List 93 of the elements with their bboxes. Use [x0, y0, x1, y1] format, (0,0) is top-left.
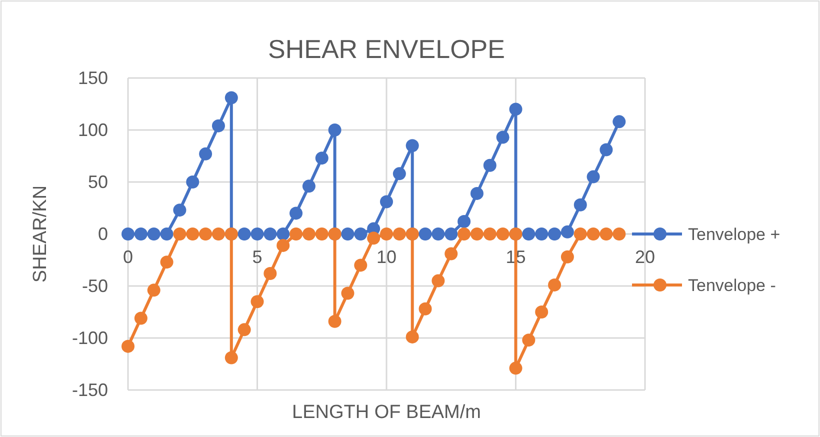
point [418, 228, 432, 240]
point [483, 158, 496, 172]
legend-label: Tenvelope - [688, 276, 776, 295]
point [600, 143, 613, 156]
point [276, 238, 290, 252]
point [548, 228, 562, 240]
point [160, 228, 174, 240]
point [134, 228, 148, 240]
point [302, 228, 316, 240]
point [444, 228, 458, 240]
point [276, 228, 290, 240]
point [574, 198, 587, 212]
point [173, 204, 186, 217]
point [341, 286, 354, 300]
point [509, 102, 522, 116]
y-tick-label: -50 [82, 276, 108, 296]
point [470, 228, 484, 240]
point [354, 228, 368, 240]
point [212, 228, 225, 240]
point [250, 228, 264, 240]
point [160, 256, 174, 269]
point [535, 306, 548, 318]
x-tick-label: 20 [634, 247, 656, 267]
point [224, 91, 238, 104]
point [470, 186, 484, 200]
x-axis-title: LENGTH OF BEAM/m [292, 402, 481, 423]
x-tick-label: 10 [376, 247, 397, 267]
point [509, 362, 522, 375]
point [560, 250, 574, 264]
point [392, 228, 406, 240]
point [199, 228, 212, 240]
point [522, 334, 536, 347]
point [315, 152, 328, 165]
point [147, 228, 160, 240]
y-tick-label: -150 [72, 380, 108, 400]
point [600, 228, 613, 240]
point [392, 167, 406, 180]
point [367, 232, 380, 245]
point [586, 170, 600, 184]
point [238, 228, 251, 240]
legend-label: Tenvelope + [688, 225, 780, 244]
y-tick-label: 100 [78, 120, 108, 140]
point [134, 312, 148, 325]
point [199, 147, 212, 160]
y-axis-title: SHEAR/KN [30, 185, 51, 283]
chart-title: SHEAR ENVELOPE [268, 34, 505, 64]
point [380, 228, 393, 240]
point [574, 228, 587, 240]
y-tick-label: 150 [78, 68, 108, 88]
point [496, 228, 510, 240]
point [548, 278, 562, 292]
point [444, 247, 458, 260]
point [341, 228, 354, 240]
point [560, 225, 574, 238]
y-tick-label: 0 [98, 224, 108, 244]
point [290, 206, 303, 220]
point [290, 228, 303, 240]
point [458, 228, 471, 240]
point [173, 228, 186, 240]
point [354, 258, 368, 272]
point [264, 267, 277, 280]
point [586, 228, 600, 240]
point [328, 124, 342, 136]
point [250, 295, 264, 308]
point [418, 302, 432, 316]
point [147, 284, 160, 297]
y-tick-label: -100 [72, 328, 108, 348]
x-tick-label: 0 [122, 247, 134, 267]
point [315, 228, 328, 240]
point [483, 228, 496, 240]
x-tick-label: 5 [252, 247, 262, 267]
point [432, 274, 445, 288]
point [432, 228, 445, 240]
point [186, 228, 200, 240]
point [212, 119, 225, 132]
point [186, 176, 200, 188]
point [522, 228, 536, 240]
point [535, 228, 548, 240]
point [122, 340, 134, 353]
point [612, 115, 626, 128]
point [406, 139, 419, 152]
point [612, 228, 626, 240]
point [458, 215, 471, 228]
y-tick-label: 50 [88, 172, 108, 192]
point [122, 228, 134, 240]
point [224, 351, 238, 364]
point [380, 195, 393, 208]
point [406, 330, 419, 344]
point [302, 180, 316, 193]
point [238, 323, 251, 336]
point [264, 228, 277, 240]
point [496, 130, 510, 144]
point [328, 314, 342, 328]
